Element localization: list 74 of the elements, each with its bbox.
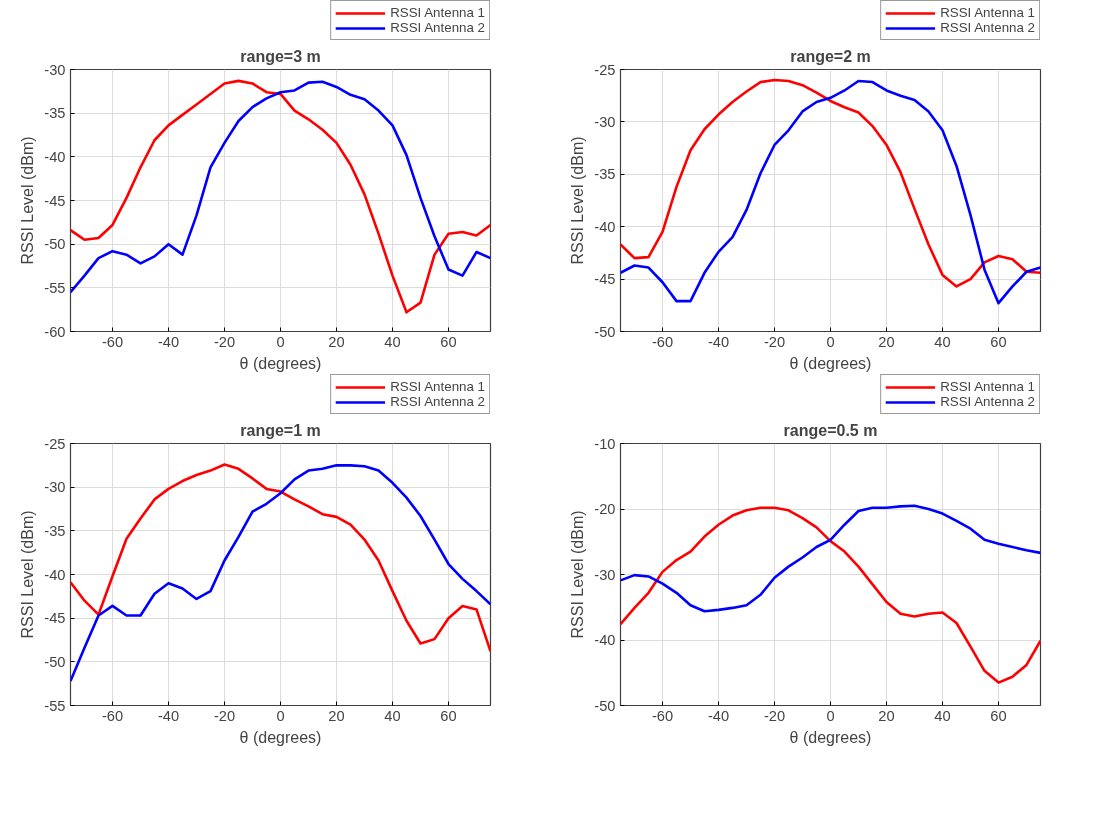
y-tick-label: -45 bbox=[44, 610, 66, 627]
x-tick-label: 60 bbox=[990, 707, 1007, 724]
x-tick-label: -20 bbox=[763, 707, 786, 724]
legend-label: RSSI Antenna 1 bbox=[940, 379, 1035, 394]
chart-title: range=2 m bbox=[790, 47, 871, 65]
y-tick-label: -45 bbox=[594, 271, 616, 288]
chart-title: range=0.5 m bbox=[783, 421, 878, 439]
y-tick-label: -10 bbox=[594, 435, 616, 452]
x-tick-label: 20 bbox=[878, 333, 895, 350]
legend-label: RSSI Antenna 1 bbox=[940, 5, 1035, 20]
x-tick-label: -60 bbox=[101, 333, 124, 350]
x-tick-label: 60 bbox=[440, 333, 457, 350]
y-tick-label: -40 bbox=[44, 566, 66, 583]
x-tick-label: -60 bbox=[651, 707, 674, 724]
chart-title: range=1 m bbox=[240, 421, 321, 439]
x-tick-label: -40 bbox=[157, 333, 180, 350]
x-tick-label: 0 bbox=[826, 707, 835, 724]
chart-title: range=3 m bbox=[240, 47, 321, 65]
y-axis-title: RSSI Level (dBm) bbox=[19, 136, 37, 265]
y-tick-label: -30 bbox=[594, 113, 616, 130]
legend-label: RSSI Antenna 1 bbox=[390, 379, 485, 394]
x-tick-label: -60 bbox=[101, 707, 124, 724]
x-axis-title: θ (degrees) bbox=[789, 354, 872, 372]
legend-label: RSSI Antenna 1 bbox=[390, 5, 485, 20]
x-tick-label: 40 bbox=[934, 333, 951, 350]
y-tick-label: -50 bbox=[594, 323, 616, 340]
y-tick-label: -40 bbox=[594, 632, 616, 648]
y-tick-label: -50 bbox=[44, 653, 66, 670]
x-tick-label: -40 bbox=[157, 707, 180, 724]
x-tick-label: 60 bbox=[990, 333, 1007, 350]
x-tick-label: -40 bbox=[707, 333, 730, 350]
y-tick-label: -35 bbox=[44, 105, 66, 122]
y-tick-label: -45 bbox=[44, 192, 66, 209]
y-tick-label: -30 bbox=[594, 566, 616, 583]
y-tick-label: -35 bbox=[44, 522, 66, 539]
x-tick-label: -20 bbox=[213, 707, 236, 724]
x-tick-label: 0 bbox=[276, 333, 285, 350]
y-tick-label: -30 bbox=[44, 61, 66, 78]
y-tick-label: -25 bbox=[44, 435, 66, 452]
x-axis-title: θ (degrees) bbox=[239, 728, 322, 746]
y-tick-label: -50 bbox=[594, 697, 616, 714]
y-tick-label: -55 bbox=[44, 697, 66, 714]
legend-label: RSSI Antenna 2 bbox=[390, 20, 485, 35]
line-series bbox=[620, 504, 1041, 613]
x-axis-title: θ (degrees) bbox=[789, 728, 872, 746]
y-axis-title: RSSI Level (dBm) bbox=[569, 136, 587, 265]
x-tick-label: 40 bbox=[384, 333, 401, 350]
x-tick-label: -20 bbox=[213, 333, 236, 350]
x-tick-label: -60 bbox=[651, 333, 674, 350]
y-tick-label: -35 bbox=[594, 166, 616, 183]
x-tick-label: 20 bbox=[878, 707, 895, 724]
x-axis-title: θ (degrees) bbox=[239, 354, 322, 372]
legend-label: RSSI Antenna 2 bbox=[940, 394, 1035, 409]
legend-label: RSSI Antenna 2 bbox=[390, 394, 485, 409]
y-tick-label: -50 bbox=[44, 236, 66, 253]
y-tick-label: -40 bbox=[44, 148, 66, 165]
x-tick-label: 20 bbox=[328, 333, 345, 350]
y-tick-label: -40 bbox=[594, 218, 616, 235]
y-tick-label: -25 bbox=[594, 61, 616, 78]
x-tick-label: 0 bbox=[276, 707, 285, 724]
y-tick-label: -30 bbox=[44, 479, 66, 496]
x-tick-label: -40 bbox=[707, 707, 730, 724]
x-tick-label: 20 bbox=[328, 707, 345, 724]
x-tick-label: 0 bbox=[826, 333, 835, 350]
y-axis-title: RSSI Level (dBm) bbox=[569, 510, 587, 639]
x-tick-label: -20 bbox=[763, 333, 786, 350]
x-tick-label: 40 bbox=[384, 707, 401, 724]
x-tick-label: 40 bbox=[934, 707, 951, 724]
x-tick-label: 60 bbox=[440, 707, 457, 724]
line-series bbox=[620, 506, 1041, 684]
y-tick-label: -20 bbox=[594, 501, 616, 517]
y-axis-title: RSSI Level (dBm) bbox=[19, 510, 37, 639]
y-tick-label: -55 bbox=[44, 279, 66, 296]
legend-label: RSSI Antenna 2 bbox=[940, 20, 1035, 35]
